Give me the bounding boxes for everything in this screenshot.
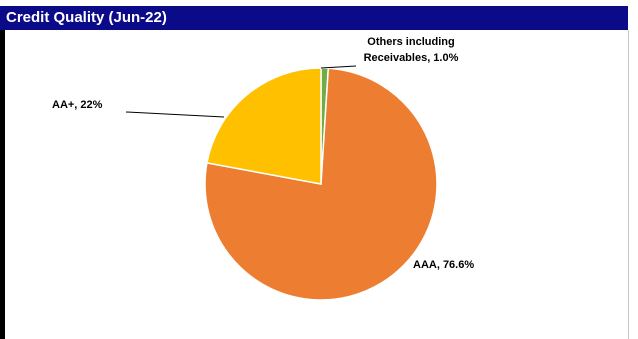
data-label-aaa: AAA, 76.6% xyxy=(413,259,474,271)
data-label-line: AAA, 76.6% xyxy=(413,259,474,271)
pie-slices xyxy=(204,67,438,301)
leader-line-aa-plus xyxy=(125,111,225,118)
data-label-others: Others including Receivables, 1.0% xyxy=(364,36,459,64)
leader-line-others xyxy=(320,65,357,69)
data-label-line: Others including xyxy=(367,36,454,48)
chart-title: Credit Quality (Jun-22) xyxy=(6,9,167,26)
data-labels: Others including Receivables, 1.0% AAA, 76… xyxy=(52,36,474,271)
data-label-line: Receivables, 1.0% xyxy=(364,52,459,64)
leader-lines xyxy=(125,65,357,118)
pie-slice-aa-plus xyxy=(206,67,322,185)
data-label-line: AA+, 22% xyxy=(52,99,103,111)
left-border xyxy=(0,30,5,339)
data-label-aa-plus: AA+, 22% xyxy=(52,99,103,111)
chart-title-bar: Credit Quality (Jun-22) xyxy=(0,6,628,30)
right-border xyxy=(628,30,629,339)
